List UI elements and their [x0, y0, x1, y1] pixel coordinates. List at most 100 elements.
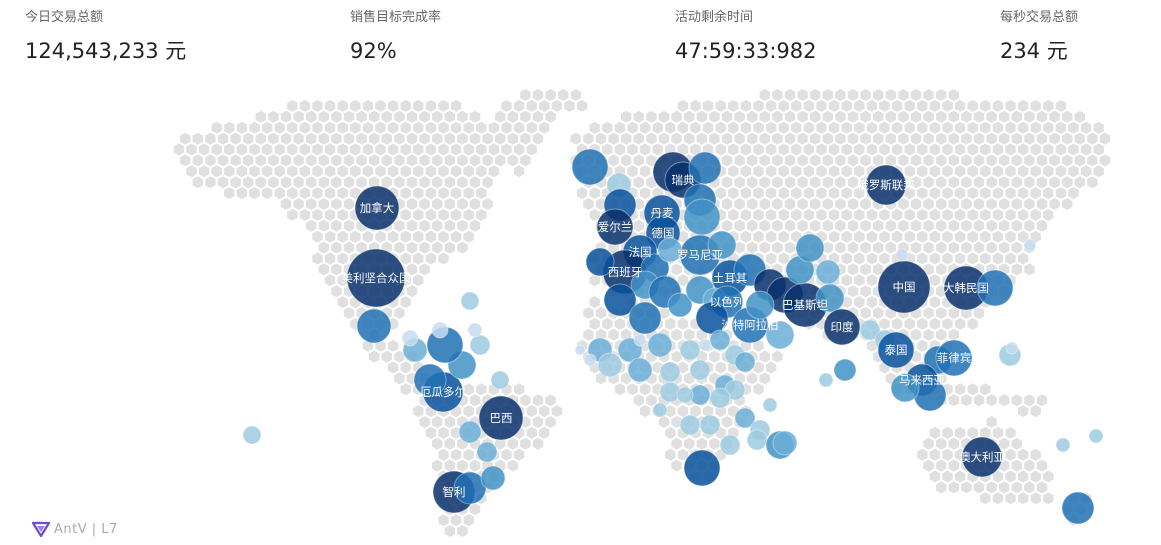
country-bubble[interactable]	[746, 429, 768, 451]
country-bubble[interactable]	[478, 395, 524, 441]
map-hexagon	[249, 187, 260, 200]
country-bubble[interactable]	[865, 164, 907, 206]
country-bubble[interactable]	[772, 430, 798, 456]
map-hexagon	[816, 187, 827, 200]
country-bubble[interactable]	[480, 465, 506, 491]
country-bubble[interactable]	[1055, 437, 1071, 453]
country-bubble[interactable]	[490, 370, 510, 390]
country-bubble[interactable]	[242, 425, 262, 445]
map-hexagon	[942, 230, 953, 243]
country-bubble[interactable]	[574, 344, 586, 356]
country-bubble[interactable]	[683, 449, 721, 487]
country-bubble[interactable]	[895, 248, 909, 262]
country-bubble[interactable]	[356, 308, 392, 344]
map-hexagon	[350, 230, 361, 243]
country-bubble[interactable]	[659, 361, 681, 383]
map-hexagon	[784, 132, 796, 145]
map-hexagon	[1068, 143, 1079, 156]
country-bubble[interactable]	[935, 339, 973, 377]
country-bubble[interactable]	[458, 420, 482, 444]
country-bubble[interactable]	[961, 436, 1003, 478]
country-bubble[interactable]	[453, 471, 487, 505]
country-bubble[interactable]	[765, 320, 795, 350]
country-bubble[interactable]	[652, 402, 668, 418]
country-bubble[interactable]	[659, 381, 681, 403]
country-bubble[interactable]	[583, 353, 597, 367]
map-hexagon	[381, 154, 392, 167]
country-bubble[interactable]	[667, 292, 693, 318]
country-bubble[interactable]	[413, 363, 447, 397]
country-bubble[interactable]	[745, 290, 775, 320]
country-bubble[interactable]	[679, 339, 701, 361]
map-hexagon	[860, 132, 871, 145]
country-bubble[interactable]	[734, 351, 756, 373]
country-bubble[interactable]	[823, 308, 861, 346]
country-bubble[interactable]	[688, 151, 722, 185]
country-bubble[interactable]	[707, 230, 737, 260]
country-bubble[interactable]	[431, 321, 449, 339]
country-bubble[interactable]	[815, 283, 845, 313]
map-hexagon	[879, 99, 890, 112]
country-bubble[interactable]	[679, 414, 701, 436]
country-bubble[interactable]	[401, 329, 419, 347]
country-bubble[interactable]	[698, 338, 712, 352]
country-bubble[interactable]	[354, 185, 400, 231]
country-bubble[interactable]	[1005, 341, 1019, 355]
country-bubble[interactable]	[571, 148, 609, 186]
map-hexagon	[457, 241, 468, 254]
country-bubble[interactable]	[719, 434, 741, 456]
map-hexagon	[879, 252, 890, 265]
country-bubble[interactable]	[709, 329, 731, 351]
map-hexagon	[954, 143, 966, 156]
country-bubble[interactable]	[762, 397, 778, 413]
country-bubble[interactable]	[1088, 428, 1104, 444]
map-hexagon	[891, 143, 903, 156]
country-bubble[interactable]	[890, 373, 920, 403]
country-bubble[interactable]	[628, 301, 662, 335]
country-bubble[interactable]	[815, 259, 841, 285]
map-hexagon	[709, 350, 720, 363]
country-bubble[interactable]	[346, 248, 406, 308]
country-bubble[interactable]	[627, 357, 653, 383]
antv-logo[interactable]: AntV | L7	[32, 521, 118, 537]
country-bubble[interactable]	[476, 441, 498, 463]
country-bubble[interactable]	[683, 198, 721, 236]
country-bubble[interactable]	[597, 352, 623, 378]
country-bubble[interactable]	[689, 359, 711, 381]
map-hexagon	[318, 263, 329, 276]
country-bubble[interactable]	[709, 387, 731, 409]
country-bubble[interactable]	[585, 247, 615, 277]
country-bubble[interactable]	[877, 260, 931, 314]
country-bubble[interactable]	[676, 386, 694, 404]
country-bubble[interactable]	[1023, 238, 1037, 252]
country-bubble[interactable]	[859, 319, 881, 341]
map-hexagon	[929, 274, 941, 287]
country-bubble[interactable]	[469, 334, 491, 356]
map-hexagon	[507, 154, 518, 167]
map-hexagon	[595, 132, 607, 145]
country-bubble[interactable]	[1061, 491, 1095, 525]
country-bubble[interactable]	[460, 291, 480, 311]
map-hexagon	[362, 121, 374, 134]
country-bubble[interactable]	[734, 407, 756, 429]
map-hexagon	[387, 361, 399, 374]
map-hexagon	[369, 154, 380, 167]
map-hexagon	[740, 121, 752, 134]
country-bubble[interactable]	[603, 283, 637, 317]
map-hexagon	[318, 241, 329, 254]
country-bubble[interactable]	[699, 414, 721, 436]
map-hexagon	[1049, 110, 1060, 123]
country-bubble[interactable]	[596, 208, 634, 246]
map-hexagon	[948, 437, 959, 450]
country-bubble[interactable]	[795, 233, 825, 263]
country-bubble[interactable]	[818, 372, 834, 388]
country-bubble[interactable]	[833, 358, 857, 382]
country-bubble[interactable]	[633, 333, 647, 347]
country-bubble[interactable]	[976, 269, 1014, 307]
map-hexagon	[293, 110, 304, 123]
country-bubble[interactable]	[657, 237, 683, 263]
country-bubble[interactable]	[647, 332, 673, 358]
country-bubble[interactable]	[877, 331, 915, 369]
country-bubble[interactable]	[467, 322, 483, 338]
